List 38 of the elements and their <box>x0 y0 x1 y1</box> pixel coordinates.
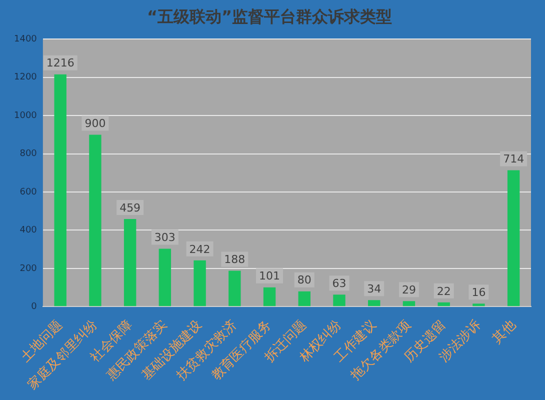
data-label: 101 <box>259 270 280 283</box>
chart-title: “五级联动”监督平台群众诉求类型 <box>146 6 392 26</box>
data-label: 80 <box>297 274 312 287</box>
bar <box>194 260 206 306</box>
data-label: 188 <box>224 253 246 266</box>
y-tick-label: 1000 <box>14 110 38 121</box>
y-tick-label: 400 <box>20 226 38 236</box>
y-tick-label: 0 <box>31 302 38 312</box>
bar <box>298 291 310 306</box>
data-label: 303 <box>154 231 176 244</box>
bar <box>333 294 346 306</box>
bar <box>472 304 485 306</box>
y-tick-label: 200 <box>20 264 38 274</box>
bar <box>158 248 172 306</box>
data-label: 900 <box>84 117 106 130</box>
bar <box>228 270 241 306</box>
data-label: 22 <box>436 284 451 298</box>
data-label: 63 <box>332 276 346 290</box>
bar <box>54 74 66 306</box>
bar <box>402 301 416 306</box>
bar <box>368 300 380 306</box>
bar <box>263 287 276 306</box>
y-tick-label: 1200 <box>14 72 38 83</box>
data-label: 714 <box>503 152 524 166</box>
data-label: 29 <box>402 283 416 296</box>
x-tick-label: 其他 <box>490 318 519 347</box>
bar <box>89 134 102 306</box>
y-tick-label: 800 <box>20 149 38 160</box>
data-label: 16 <box>472 286 486 299</box>
bar <box>124 218 136 306</box>
bar <box>438 302 450 306</box>
data-label: 1216 <box>46 56 74 70</box>
data-label: 242 <box>189 242 210 256</box>
data-label: 459 <box>120 201 141 214</box>
y-tick-label: 600 <box>20 187 38 198</box>
bar <box>507 170 520 306</box>
y-tick-label: 1400 <box>14 34 38 45</box>
data-label: 34 <box>367 282 382 296</box>
